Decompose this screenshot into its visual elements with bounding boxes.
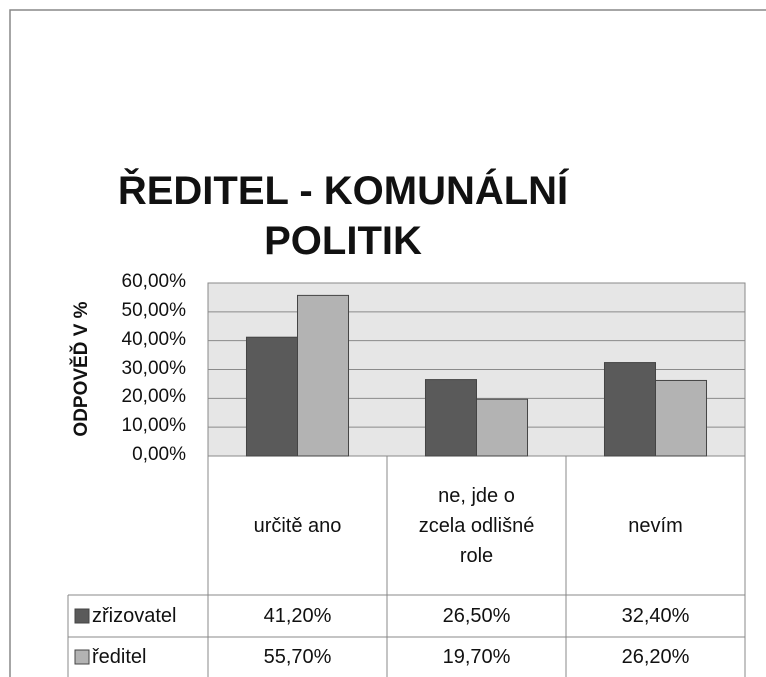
y-tick-label: 30,00% — [121, 357, 186, 379]
category-label: nevím — [628, 514, 683, 537]
bar — [424, 379, 477, 457]
y-tick-label: 60,00% — [121, 271, 186, 292]
table-value: 26,20% — [621, 646, 690, 668]
bar — [245, 336, 298, 457]
bar — [655, 379, 708, 457]
table-value: 32,40% — [621, 605, 690, 627]
table-value: 19,70% — [442, 646, 511, 668]
chart-title: ŘEDITEL - KOMUNÁLNÍ POLITIK — [117, 169, 569, 263]
y-tick-label: 40,00% — [121, 328, 186, 350]
legend-key — [74, 608, 90, 624]
legend-label: ředitel — [92, 646, 147, 668]
frame — [9, 9, 766, 677]
table-value: 26,50% — [442, 605, 511, 627]
table-value: 41,20% — [263, 605, 332, 627]
table-value: 55,70% — [263, 646, 332, 668]
legend-key — [74, 649, 90, 665]
y-tick-label: 50,00% — [121, 299, 186, 321]
y-tick-label: 20,00% — [121, 386, 186, 408]
category-label: ne, jde o zcela odlišné role — [418, 484, 535, 567]
category-label: určitě ano — [253, 514, 342, 537]
bar — [476, 398, 529, 457]
legend-label: zřizovatel — [92, 605, 177, 627]
y-tick-label: 0,00% — [132, 444, 186, 465]
y-tick-label: 10,00% — [121, 415, 186, 437]
bar — [297, 294, 350, 457]
bar — [603, 362, 656, 457]
